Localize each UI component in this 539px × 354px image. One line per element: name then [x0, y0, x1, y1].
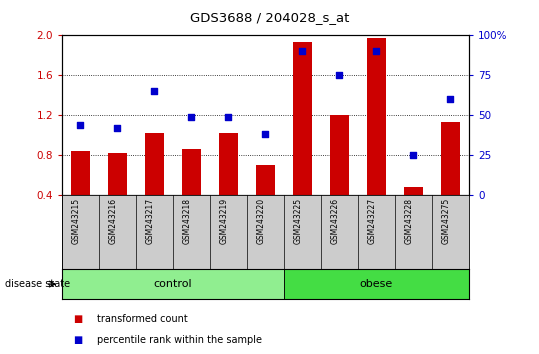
- Text: GSM243215: GSM243215: [72, 198, 80, 244]
- Text: ■: ■: [73, 335, 82, 345]
- Text: ■: ■: [73, 314, 82, 324]
- Text: GSM243220: GSM243220: [257, 198, 265, 244]
- Point: [409, 152, 418, 158]
- Text: percentile rank within the sample: percentile rank within the sample: [97, 335, 262, 345]
- Point: [150, 88, 159, 94]
- Text: GSM243225: GSM243225: [293, 198, 302, 244]
- Text: GDS3688 / 204028_s_at: GDS3688 / 204028_s_at: [190, 11, 349, 24]
- Bar: [62, 269, 284, 299]
- Point: [335, 72, 344, 78]
- Bar: [330, 115, 349, 195]
- Point: [261, 131, 270, 137]
- Bar: [108, 153, 127, 195]
- Bar: [219, 133, 238, 195]
- Bar: [182, 149, 201, 195]
- Point: [187, 114, 196, 119]
- Text: GSM243227: GSM243227: [368, 198, 376, 244]
- Text: GSM243219: GSM243219: [219, 198, 229, 244]
- Text: GSM243217: GSM243217: [146, 198, 155, 244]
- Point: [298, 48, 307, 54]
- Text: GSM243226: GSM243226: [330, 198, 340, 244]
- Bar: [71, 151, 89, 195]
- Text: disease state: disease state: [5, 279, 71, 289]
- Point: [76, 122, 85, 127]
- Bar: [404, 187, 423, 195]
- Bar: [441, 122, 460, 195]
- Text: GSM243216: GSM243216: [108, 198, 118, 244]
- Text: control: control: [154, 279, 192, 289]
- Text: transformed count: transformed count: [97, 314, 188, 324]
- Point: [113, 125, 122, 131]
- Text: obese: obese: [360, 279, 393, 289]
- Bar: [145, 133, 164, 195]
- Text: GSM243228: GSM243228: [404, 198, 413, 244]
- Point: [224, 114, 233, 119]
- Bar: [367, 38, 386, 195]
- Bar: [256, 165, 275, 195]
- Bar: [293, 42, 312, 195]
- Point: [372, 48, 381, 54]
- Text: GSM243218: GSM243218: [183, 198, 191, 244]
- Point: [446, 96, 455, 102]
- Bar: [284, 269, 469, 299]
- Text: GSM243275: GSM243275: [441, 198, 451, 244]
